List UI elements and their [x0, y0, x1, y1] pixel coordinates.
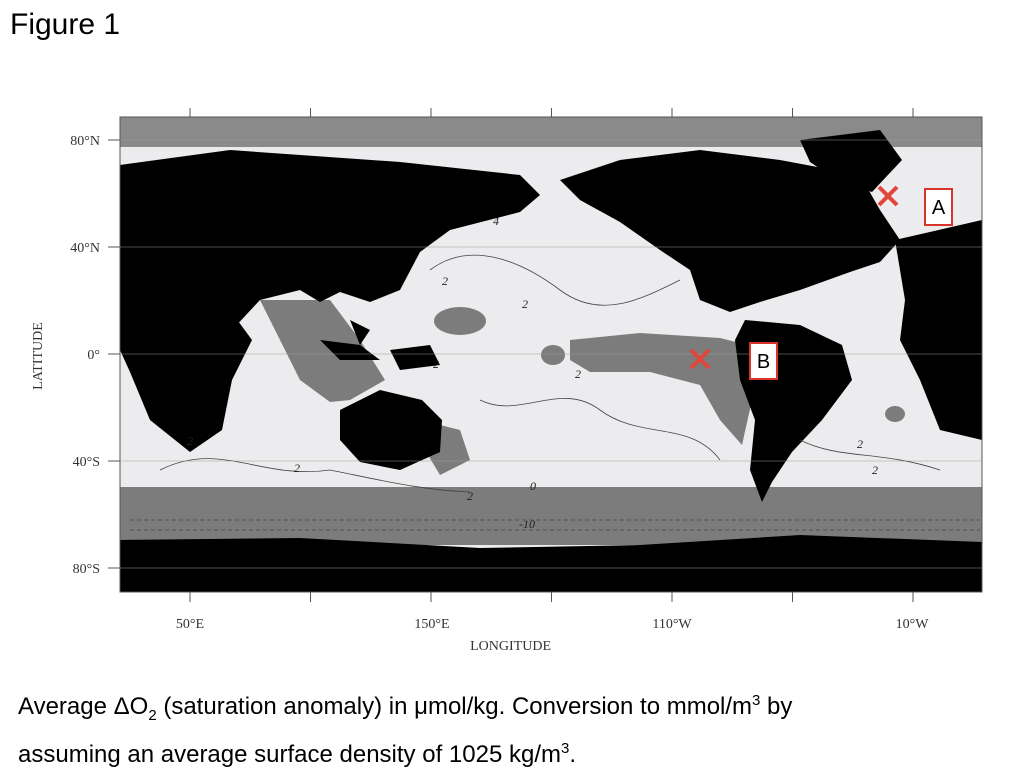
southern-band — [120, 487, 982, 545]
contour-label: 4 — [493, 214, 499, 228]
lon-label: 150°E — [414, 617, 449, 632]
caption-text: Average ΔO — [18, 693, 149, 720]
australia — [340, 390, 442, 470]
marker-box — [749, 342, 778, 380]
lat-label: 0° — [87, 348, 100, 363]
map-figure: LONGITUDE LATITUDE 80°N 40°N 0° 40°S 80°S 50°… — [31, 108, 983, 654]
marker-box — [924, 188, 953, 226]
contour-label: 2 — [857, 437, 863, 451]
map-body — [119, 116, 983, 593]
indian-negative — [260, 300, 385, 402]
land — [120, 130, 982, 592]
lon-label: 10°W — [896, 617, 930, 632]
contour-label: 2 — [433, 357, 439, 371]
lat-label: 80°N — [70, 134, 100, 149]
contour-label: 0 — [530, 479, 536, 493]
x-axis-label: LONGITUDE — [470, 639, 551, 654]
cross-marker — [689, 348, 711, 370]
lon-label: 50°E — [176, 617, 204, 632]
contour-label: -10 — [519, 517, 535, 531]
contour-label: 2 — [294, 461, 300, 475]
caption-text: assuming an average surface density of 1… — [18, 740, 561, 768]
caption-subscript: 2 — [148, 706, 157, 724]
africa — [120, 290, 252, 452]
marker-label: A — [932, 197, 946, 219]
contour — [130, 519, 980, 531]
lat-label: 80°S — [73, 562, 100, 577]
indonesia — [320, 320, 440, 370]
caption-text: by — [760, 693, 793, 720]
caption: Average ΔO2 (saturation anomaly) in μmol… — [18, 684, 792, 771]
contour — [429, 254, 681, 306]
pacific-blob — [434, 307, 486, 335]
overlay: 80°N40°N0°40°S80°S50°E 150°E 110°W 10°W4222… — [70, 108, 982, 632]
antarctica — [120, 535, 982, 592]
marker-label: B — [757, 351, 770, 373]
contour — [479, 398, 721, 461]
europe-africa-east — [895, 220, 982, 440]
y-axis-label: LATITUDE — [31, 322, 46, 390]
figure-title: Figure 1 — [10, 8, 121, 41]
pacific-blob — [541, 345, 565, 365]
contour-label: 2 — [522, 297, 528, 311]
north-america — [560, 150, 900, 312]
caption-superscript: 3 — [752, 692, 761, 709]
contour-label: 2 — [187, 434, 193, 448]
caption-text: . — [569, 740, 576, 768]
eurasia — [120, 150, 540, 330]
contour — [159, 458, 471, 493]
contour-label: 2 — [872, 463, 878, 477]
contour-label: 2 — [467, 489, 473, 503]
caption-text: (saturation anomaly) in μmol/kg. Convers… — [156, 693, 753, 720]
contour-label: 2 — [575, 367, 581, 381]
pacific-negative — [570, 333, 752, 445]
atlantic-blob — [885, 406, 905, 422]
contours — [130, 254, 980, 531]
cross-marker — [877, 185, 899, 207]
contour-label: 2 — [442, 274, 448, 288]
lat-label: 40°S — [73, 455, 100, 470]
lat-label: 40°N — [70, 241, 100, 256]
caption-superscript: 3 — [560, 739, 570, 757]
contour — [799, 439, 941, 471]
greenland — [800, 130, 902, 192]
lon-label: 110°W — [652, 617, 692, 632]
